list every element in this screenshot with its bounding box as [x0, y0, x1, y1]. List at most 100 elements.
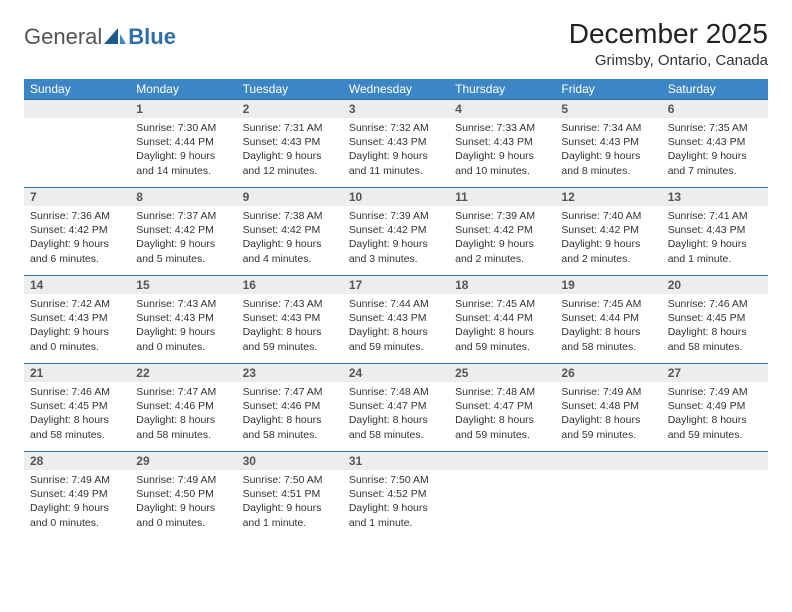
- day-number: 23: [237, 363, 343, 382]
- day-header: Saturday: [662, 79, 768, 99]
- location-label: Grimsby, Ontario, Canada: [569, 52, 768, 69]
- calendar-cell: 29Sunrise: 7:49 AMSunset: 4:50 PMDayligh…: [130, 451, 236, 539]
- sunrise-text: Sunrise: 7:31 AM: [243, 121, 337, 135]
- day-body: Sunrise: 7:49 AMSunset: 4:50 PMDaylight:…: [130, 470, 236, 534]
- calendar-cell: 24Sunrise: 7:48 AMSunset: 4:47 PMDayligh…: [343, 363, 449, 451]
- day-number: [449, 451, 555, 470]
- sunrise-text: Sunrise: 7:49 AM: [561, 385, 655, 399]
- sail-icon: [104, 26, 126, 52]
- day-number: [662, 451, 768, 470]
- day-number: 4: [449, 99, 555, 118]
- sunrise-text: Sunrise: 7:47 AM: [136, 385, 230, 399]
- calendar-cell: 19Sunrise: 7:45 AMSunset: 4:44 PMDayligh…: [555, 275, 661, 363]
- daylight-text: Daylight: 9 hours and 8 minutes.: [561, 149, 655, 177]
- sunset-text: Sunset: 4:43 PM: [455, 135, 549, 149]
- sunset-text: Sunset: 4:47 PM: [349, 399, 443, 413]
- calendar-cell: 26Sunrise: 7:49 AMSunset: 4:48 PMDayligh…: [555, 363, 661, 451]
- sunset-text: Sunset: 4:44 PM: [455, 311, 549, 325]
- daylight-text: Daylight: 8 hours and 58 minutes.: [30, 413, 124, 441]
- day-number: 11: [449, 187, 555, 206]
- calendar-cell: 1Sunrise: 7:30 AMSunset: 4:44 PMDaylight…: [130, 99, 236, 187]
- day-number: 26: [555, 363, 661, 382]
- sunset-text: Sunset: 4:43 PM: [349, 311, 443, 325]
- day-number: 6: [662, 99, 768, 118]
- calendar-cell: 9Sunrise: 7:38 AMSunset: 4:42 PMDaylight…: [237, 187, 343, 275]
- day-body: Sunrise: 7:43 AMSunset: 4:43 PMDaylight:…: [130, 294, 236, 358]
- title-block: December 2025 Grimsby, Ontario, Canada: [569, 18, 768, 69]
- calendar-cell: 30Sunrise: 7:50 AMSunset: 4:51 PMDayligh…: [237, 451, 343, 539]
- day-body: Sunrise: 7:45 AMSunset: 4:44 PMDaylight:…: [449, 294, 555, 358]
- day-number: 12: [555, 187, 661, 206]
- day-number: 18: [449, 275, 555, 294]
- sunrise-text: Sunrise: 7:43 AM: [136, 297, 230, 311]
- sunset-text: Sunset: 4:45 PM: [668, 311, 762, 325]
- day-body: Sunrise: 7:33 AMSunset: 4:43 PMDaylight:…: [449, 118, 555, 182]
- daylight-text: Daylight: 9 hours and 0 minutes.: [30, 325, 124, 353]
- daylight-text: Daylight: 8 hours and 59 minutes.: [455, 325, 549, 353]
- sunset-text: Sunset: 4:43 PM: [243, 311, 337, 325]
- daylight-text: Daylight: 8 hours and 59 minutes.: [455, 413, 549, 441]
- calendar-week: 21Sunrise: 7:46 AMSunset: 4:45 PMDayligh…: [24, 363, 768, 451]
- day-body: Sunrise: 7:32 AMSunset: 4:43 PMDaylight:…: [343, 118, 449, 182]
- calendar-cell: 4Sunrise: 7:33 AMSunset: 4:43 PMDaylight…: [449, 99, 555, 187]
- calendar-cell: 27Sunrise: 7:49 AMSunset: 4:49 PMDayligh…: [662, 363, 768, 451]
- daylight-text: Daylight: 9 hours and 2 minutes.: [561, 237, 655, 265]
- calendar-cell: 7Sunrise: 7:36 AMSunset: 4:42 PMDaylight…: [24, 187, 130, 275]
- sunset-text: Sunset: 4:43 PM: [349, 135, 443, 149]
- day-header: Thursday: [449, 79, 555, 99]
- sunrise-text: Sunrise: 7:39 AM: [455, 209, 549, 223]
- day-number: 3: [343, 99, 449, 118]
- day-body: [555, 470, 661, 477]
- daylight-text: Daylight: 9 hours and 3 minutes.: [349, 237, 443, 265]
- sunrise-text: Sunrise: 7:43 AM: [243, 297, 337, 311]
- daylight-text: Daylight: 9 hours and 1 minute.: [349, 501, 443, 529]
- calendar-cell: 20Sunrise: 7:46 AMSunset: 4:45 PMDayligh…: [662, 275, 768, 363]
- sunset-text: Sunset: 4:51 PM: [243, 487, 337, 501]
- daylight-text: Daylight: 9 hours and 7 minutes.: [668, 149, 762, 177]
- daylight-text: Daylight: 9 hours and 12 minutes.: [243, 149, 337, 177]
- sunrise-text: Sunrise: 7:35 AM: [668, 121, 762, 135]
- daylight-text: Daylight: 9 hours and 1 minute.: [668, 237, 762, 265]
- daylight-text: Daylight: 9 hours and 1 minute.: [243, 501, 337, 529]
- daylight-text: Daylight: 9 hours and 4 minutes.: [243, 237, 337, 265]
- day-number: 7: [24, 187, 130, 206]
- sunrise-text: Sunrise: 7:40 AM: [561, 209, 655, 223]
- sunset-text: Sunset: 4:42 PM: [561, 223, 655, 237]
- daylight-text: Daylight: 9 hours and 0 minutes.: [136, 325, 230, 353]
- day-number: 24: [343, 363, 449, 382]
- day-number: 10: [343, 187, 449, 206]
- calendar-cell: 12 Sunrise: 7:40 AMSunset: 4:42 PMDayligh…: [555, 187, 661, 275]
- calendar-cell: 2Sunrise: 7:31 AMSunset: 4:43 PMDaylight…: [237, 99, 343, 187]
- calendar-cell: [449, 451, 555, 539]
- daylight-text: Daylight: 9 hours and 10 minutes.: [455, 149, 549, 177]
- page-header: General Blue December 2025 Grimsby, Onta…: [24, 18, 768, 69]
- daylight-text: Daylight: 9 hours and 6 minutes.: [30, 237, 124, 265]
- calendar-cell: 11Sunrise: 7:39 AMSunset: 4:42 PMDayligh…: [449, 187, 555, 275]
- calendar-cell: 23Sunrise: 7:47 AMSunset: 4:46 PMDayligh…: [237, 363, 343, 451]
- calendar-cell: 25Sunrise: 7:48 AMSunset: 4:47 PMDayligh…: [449, 363, 555, 451]
- day-body: Sunrise: 7:48 AMSunset: 4:47 PMDaylight:…: [449, 382, 555, 446]
- day-body: Sunrise: 7:30 AMSunset: 4:44 PMDaylight:…: [130, 118, 236, 182]
- calendar-cell: 28Sunrise: 7:49 AMSunset: 4:49 PMDayligh…: [24, 451, 130, 539]
- sunset-text: Sunset: 4:47 PM: [455, 399, 549, 413]
- sunset-text: Sunset: 4:49 PM: [668, 399, 762, 413]
- sunset-text: Sunset: 4:44 PM: [561, 311, 655, 325]
- daylight-text: Daylight: 8 hours and 59 minutes.: [668, 413, 762, 441]
- day-body: Sunrise: 7:49 AMSunset: 4:49 PMDaylight:…: [662, 382, 768, 446]
- day-number: 16: [237, 275, 343, 294]
- sunrise-text: Sunrise: 7:30 AM: [136, 121, 230, 135]
- calendar-cell: 18Sunrise: 7:45 AMSunset: 4:44 PMDayligh…: [449, 275, 555, 363]
- calendar-cell: 22Sunrise: 7:47 AMSunset: 4:46 PMDayligh…: [130, 363, 236, 451]
- day-body: Sunrise: 7:49 AMSunset: 4:48 PMDaylight:…: [555, 382, 661, 446]
- sunset-text: Sunset: 4:52 PM: [349, 487, 443, 501]
- day-number: 1: [130, 99, 236, 118]
- calendar-cell: [24, 99, 130, 187]
- day-body: Sunrise: 7:44 AMSunset: 4:43 PMDaylight:…: [343, 294, 449, 358]
- calendar-cell: [555, 451, 661, 539]
- sunset-text: Sunset: 4:43 PM: [668, 223, 762, 237]
- sunrise-text: Sunrise: 7:37 AM: [136, 209, 230, 223]
- day-body: Sunrise: 7:46 AMSunset: 4:45 PMDaylight:…: [24, 382, 130, 446]
- day-body: Sunrise: 7:43 AMSunset: 4:43 PMDaylight:…: [237, 294, 343, 358]
- day-body: Sunrise: 7:48 AMSunset: 4:47 PMDaylight:…: [343, 382, 449, 446]
- sunrise-text: Sunrise: 7:50 AM: [243, 473, 337, 487]
